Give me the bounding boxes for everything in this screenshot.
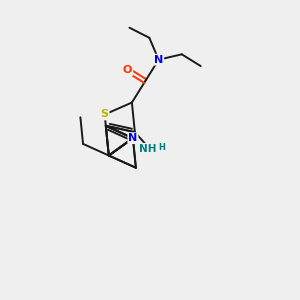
Text: S: S — [101, 110, 109, 119]
Text: N: N — [154, 55, 163, 65]
Text: NH: NH — [140, 144, 157, 154]
Text: O: O — [123, 65, 132, 75]
Text: H: H — [159, 143, 166, 152]
Text: N: N — [128, 133, 137, 143]
